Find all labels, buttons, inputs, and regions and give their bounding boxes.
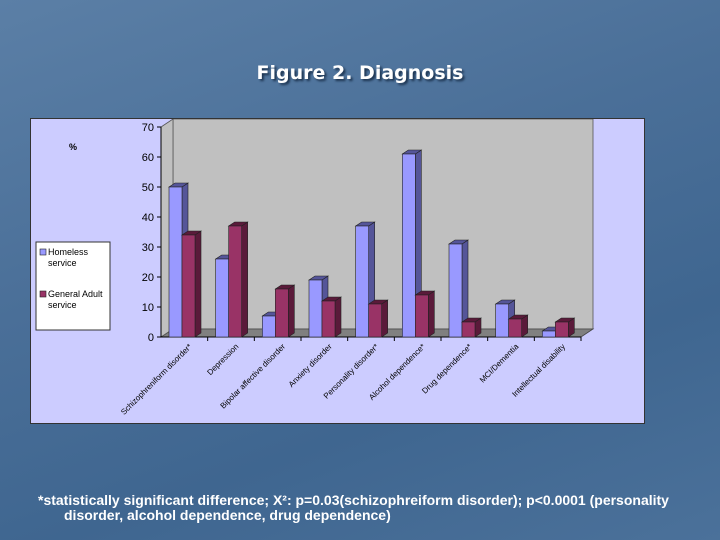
legend-label: Homeless — [48, 247, 89, 257]
bar-general-adult — [181, 234, 196, 338]
bar-general-adult — [275, 288, 289, 338]
slide-title: Figure 2. Diagnosis — [256, 62, 464, 84]
x-tick-label: Schizophreniform disorder* — [119, 342, 194, 417]
chart: 0 10 20 30 40 50 60 70% Schizophreniform disorde… — [30, 118, 645, 424]
bar-homeless — [215, 258, 229, 338]
bar-homeless — [262, 315, 276, 338]
legend-label: service — [48, 258, 77, 268]
x-tick-label: Drug dependence* — [420, 342, 474, 396]
legend-label: General Adult — [48, 289, 103, 299]
y-tick-label: 20 — [142, 272, 154, 284]
bar-homeless — [542, 330, 556, 338]
footnote-line-1: *statistically significant difference; X… — [38, 492, 669, 508]
x-tick-label: Depression — [205, 342, 240, 377]
bar-general-adult — [228, 225, 242, 338]
bar-general-adult — [368, 303, 382, 338]
y-tick-label: 40 — [142, 212, 154, 224]
footnote-line-2: disorder, alcohol dependence, drug depen… — [64, 507, 391, 523]
legend — [35, 241, 111, 331]
bar-general-adult — [508, 318, 522, 338]
bar-general-adult — [555, 321, 569, 338]
bar-side — [288, 284, 295, 338]
legend-label: service — [48, 300, 77, 310]
y-tick-label: 0 — [148, 332, 154, 344]
bar-general-adult — [461, 321, 476, 338]
bar-side — [381, 299, 388, 338]
bar-side — [334, 296, 342, 338]
y-axis-label: % — [69, 142, 77, 152]
x-tick-label: Anxiety disorder — [287, 342, 334, 389]
x-tick-label: MCI/Dementia — [478, 342, 521, 385]
y-tick-label: 60 — [142, 152, 154, 164]
y-tick-label: 70 — [142, 122, 154, 134]
y-tick-label: 30 — [142, 242, 154, 254]
legend-swatch — [39, 290, 47, 298]
bar-homeless — [448, 243, 463, 338]
bar-chart: 0 10 20 30 40 50 60 70% Schizophreniform disorde… — [35, 118, 595, 417]
footnote: *statistically significant difference; X… — [38, 493, 698, 523]
bar-general-adult — [321, 300, 336, 338]
bar-homeless — [308, 279, 323, 338]
legend-swatch — [39, 248, 47, 256]
bar-homeless — [402, 153, 416, 338]
bar-general-adult — [415, 294, 429, 338]
x-tick-label: Intellectual disability — [510, 342, 567, 399]
y-tick-label: 50 — [142, 182, 154, 194]
bar-homeless — [168, 186, 183, 338]
bar-side — [428, 290, 435, 338]
bar-side — [241, 221, 248, 338]
y-tick-label: 10 — [142, 302, 154, 314]
bar-side — [194, 230, 202, 338]
bar-homeless — [355, 225, 369, 338]
bar-homeless — [495, 303, 509, 338]
